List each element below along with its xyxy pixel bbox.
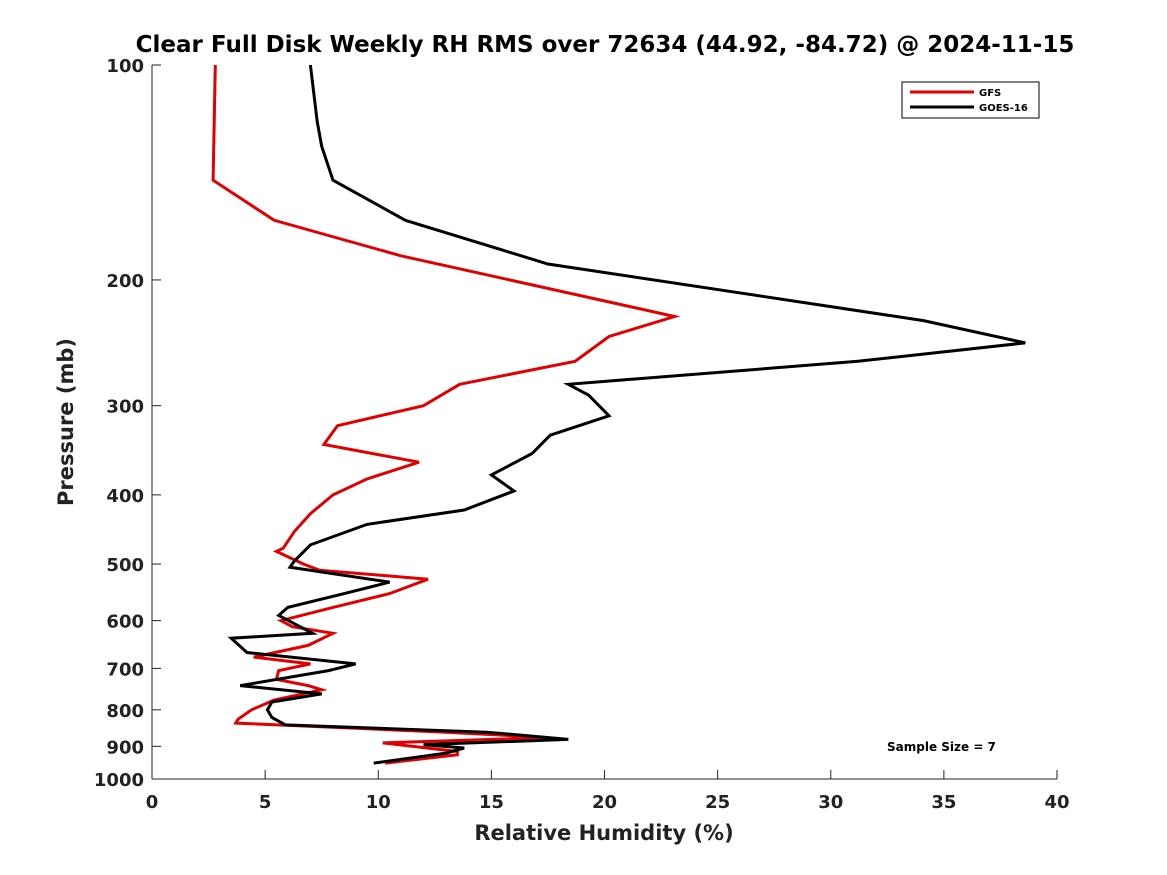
y-tick-label: 100 xyxy=(106,56,144,77)
y-axis-label: Pressure (mb) xyxy=(54,338,78,506)
x-tick-label: 35 xyxy=(931,792,956,813)
y-tick-label: 700 xyxy=(106,659,144,680)
x-tick-label: 30 xyxy=(818,792,843,813)
y-tick-label: 600 xyxy=(106,612,144,633)
series-lines xyxy=(211,64,1026,765)
plot-area: 0 5 10 15 20 25 30 35 40 100 200 300 400 500 600 700 80… xyxy=(94,56,1070,813)
y-tick-label: 200 xyxy=(106,271,144,292)
x-tick-label: 20 xyxy=(592,792,617,813)
x-tick-label: 0 xyxy=(146,792,159,813)
chart-title: Clear Full Disk Weekly RH RMS over 72634… xyxy=(136,32,1075,58)
y-tick-label: 500 xyxy=(106,555,144,576)
x-tick-label: 25 xyxy=(705,792,730,813)
series-line-goes-16 xyxy=(227,64,1026,765)
x-tick-label: 10 xyxy=(366,792,391,813)
legend: GFS GOES-16 xyxy=(901,81,1040,119)
y-tick-label: 900 xyxy=(106,737,144,758)
legend-box xyxy=(901,81,1040,119)
y-tick-label: 1000 xyxy=(94,770,144,791)
y-ticks: 100 200 300 400 500 600 700 800 900 1000 xyxy=(94,56,161,791)
series-line-gfs xyxy=(211,64,681,765)
x-tick-label: 5 xyxy=(259,792,272,813)
legend-label-goes-16: GOES-16 xyxy=(979,103,1028,114)
x-ticks: 0 5 10 15 20 25 30 35 40 xyxy=(146,770,1070,813)
sample-size-annotation: Sample Size = 7 xyxy=(887,740,996,754)
y-tick-label: 300 xyxy=(106,397,144,418)
x-axis-label: Relative Humidity (%) xyxy=(474,821,733,845)
legend-label-gfs: GFS xyxy=(979,88,1001,99)
x-tick-label: 15 xyxy=(479,792,504,813)
y-tick-label: 400 xyxy=(106,486,144,507)
x-tick-label: 40 xyxy=(1044,792,1069,813)
y-tick-label: 800 xyxy=(106,701,144,722)
